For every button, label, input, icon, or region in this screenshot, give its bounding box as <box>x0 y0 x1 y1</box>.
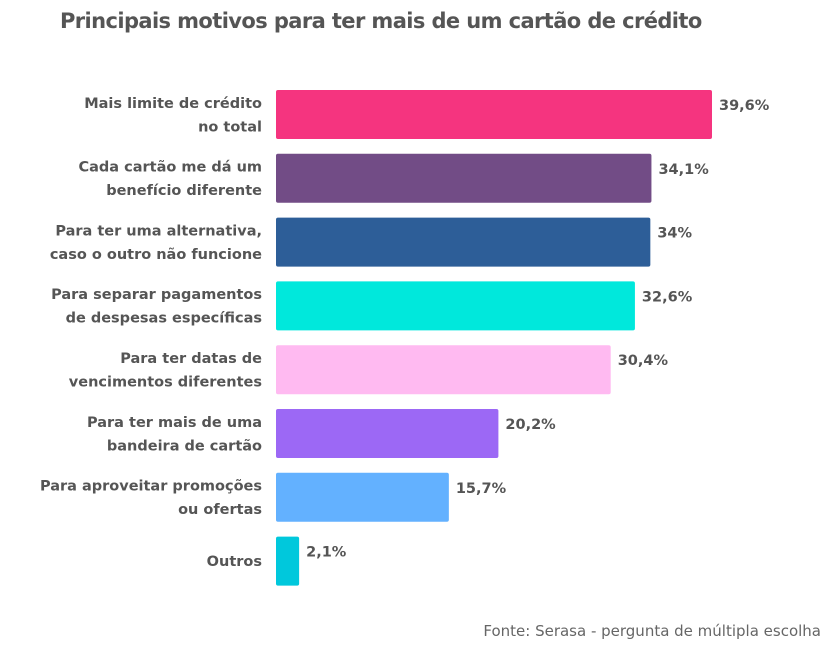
value-label: 34% <box>657 226 692 242</box>
bar-group: Para ter mais de uma bandeira de cartão 20… <box>87 409 556 458</box>
bar <box>276 472 449 522</box>
value-label: 2,1% <box>306 545 347 561</box>
category-label: Cada cartão me dá um benefício diferente <box>78 160 262 200</box>
category-label: Para ter datas de vencimentos diferentes <box>69 351 262 391</box>
value-label: 20,2% <box>505 417 556 433</box>
bar <box>276 217 651 267</box>
value-label: 34,1% <box>658 162 709 178</box>
bar-group: Para separar pagamentos de despesas espec… <box>51 281 693 331</box>
category-label: Para separar pagamentos de despesas espec… <box>51 287 262 327</box>
bar-group: Para ter datas de vencimentos diferentes 3… <box>69 345 669 395</box>
bar-group: Para aproveitar promoções ou ofertas 15,7% <box>40 472 507 522</box>
chart-title: Principais motivos para ter mais de um c… <box>60 9 702 33</box>
bar-group: Cada cartão me dá um benefício diferente 3… <box>78 153 709 203</box>
category-label: Mais limite de crédito no total <box>84 96 262 136</box>
bar <box>276 345 611 395</box>
bar <box>276 536 300 586</box>
value-label: 30,4% <box>618 353 669 369</box>
bar <box>276 90 712 139</box>
bar <box>276 409 499 458</box>
value-label: 39,6% <box>719 98 770 114</box>
category-label: Para ter mais de uma bandeira de cartão <box>87 415 262 455</box>
value-label: 32,6% <box>642 289 693 305</box>
bar-group: Outros 2,1% <box>207 536 347 586</box>
category-label: Para ter uma alternativa, caso o outro nã… <box>50 223 262 263</box>
bar-group: Para ter uma alternativa, caso o outro nã… <box>50 217 693 267</box>
source-note: Fonte: Serasa - pergunta de múltipla esc… <box>483 622 821 640</box>
bar <box>276 281 635 331</box>
category-label: Outros <box>207 554 262 570</box>
category-label: Para aproveitar promoções ou ofertas <box>40 479 262 519</box>
value-label: 15,7% <box>456 481 507 497</box>
bar <box>276 153 652 203</box>
bar-group: Mais limite de crédito no total 39,6% <box>84 90 770 139</box>
